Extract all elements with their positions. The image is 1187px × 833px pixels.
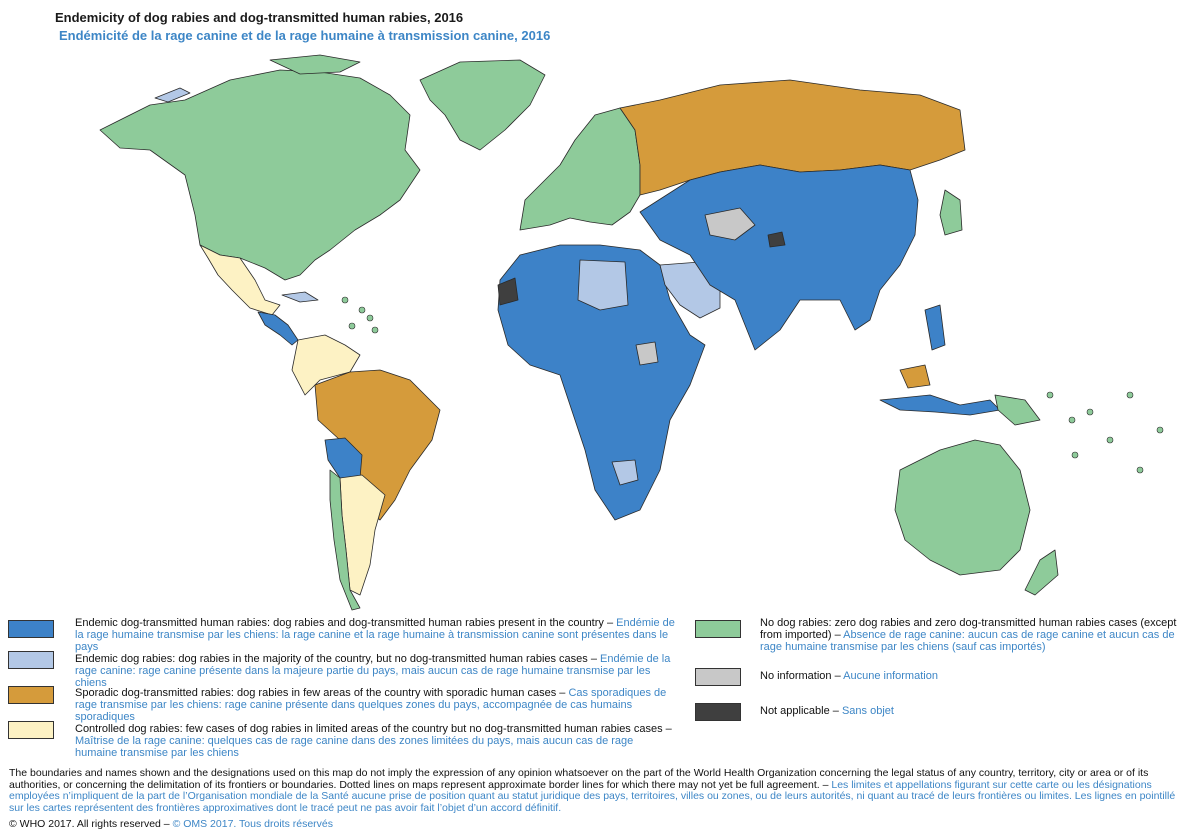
legend-item-endemic-dog: Endemic dog rabies: dog rabies in the ma…	[75, 653, 685, 689]
legend-fr: Absence de rage canine: aucun cas de rag…	[760, 629, 1175, 653]
region-mexico	[199, 244, 281, 316]
region-japan	[939, 189, 963, 236]
region-libya	[577, 259, 629, 311]
region-philippines	[924, 304, 946, 351]
legend-en: No information –	[760, 670, 844, 682]
region-chile	[329, 469, 361, 611]
legend-item-controlled: Controlled dog rabies: few cases of dog …	[75, 723, 675, 759]
region-europe	[519, 107, 641, 231]
legend-fr: Maîtrise de la rage canine: quelques cas…	[75, 735, 634, 759]
island-dot	[366, 314, 374, 322]
region-new-guinea	[994, 394, 1041, 426]
legend-en: Controlled dog rabies: few cases of dog …	[75, 723, 672, 735]
legend-en: Endemic dog rabies: dog rabies in the ma…	[75, 653, 601, 665]
island-dot	[341, 296, 349, 304]
region-central-asia-no-info	[704, 207, 756, 241]
legend-item-no-rabies: No dog rabies: zero dog rabies and zero …	[760, 617, 1185, 653]
island-dot	[1068, 416, 1076, 424]
region-borneo	[899, 364, 931, 389]
legend-fr: Endémie de la rage humaine transmise par…	[75, 617, 675, 653]
island-dot	[1071, 451, 1079, 459]
island-dot	[371, 326, 379, 334]
region-north-america	[99, 69, 421, 281]
region-southern-africa-endemic-dog	[611, 459, 639, 486]
legend-item-not-applicable: Not applicable – Sans objet	[760, 705, 1160, 717]
legend-fr: Cas sporadiques de rage transmise par le…	[75, 687, 667, 723]
island-dot	[1156, 426, 1164, 434]
region-alaska-island	[154, 87, 191, 103]
map-title: Endemicity of dog rabies and dog-transmi…	[55, 10, 464, 25]
copyright: © WHO 2017. All rights reserved – © OMS …	[9, 818, 333, 830]
region-east-africa-no-info	[635, 341, 659, 366]
legend-swatch-sporadic	[8, 686, 54, 704]
region-indonesia	[879, 394, 1001, 416]
legend-swatch-no-info	[695, 668, 741, 686]
legend-fr: Aucune information	[843, 670, 938, 682]
region-central-america	[257, 311, 299, 346]
island-dot	[348, 322, 356, 330]
region-asia	[639, 164, 919, 351]
legend-item-endemic-human: Endemic dog-transmitted human rabies: do…	[75, 617, 675, 653]
copyright-en: © WHO 2017. All rights reserved –	[9, 818, 173, 830]
disclaimer-fr: Les limites et appellations figurant sur…	[9, 778, 1176, 814]
legend-en: Endemic dog-transmitted human rabies: do…	[75, 617, 617, 629]
island-dot	[1046, 391, 1054, 399]
region-arctic-islands	[269, 54, 361, 75]
disclaimer-en: The boundaries and names shown and the d…	[9, 767, 1149, 791]
disclaimer: The boundaries and names shown and the d…	[9, 767, 1181, 814]
legend-item-sporadic: Sporadic dog-transmitted rabies: dog rab…	[75, 687, 685, 723]
legend-swatch-not-applicable	[695, 703, 741, 721]
region-western-sahara	[497, 277, 519, 306]
island-dot	[1106, 436, 1114, 444]
world-map	[99, 54, 1164, 611]
legend-item-no-info: No information – Aucune information	[760, 670, 1160, 682]
island-dot	[1086, 408, 1094, 416]
region-new-zealand	[1024, 549, 1059, 596]
map-subtitle: Endémicité de la rage canine et de la ra…	[59, 28, 551, 43]
legend-fr: Sans objet	[841, 705, 894, 717]
region-cuba	[281, 291, 319, 303]
region-africa	[497, 244, 706, 521]
legend-en: No dog rabies: zero dog rabies and zero …	[760, 617, 1177, 641]
island-dot	[1136, 466, 1144, 474]
region-australia	[894, 439, 1031, 576]
legend-swatch-no-rabies	[695, 620, 741, 638]
region-kashmir	[767, 231, 786, 248]
island-dot	[1126, 391, 1134, 399]
legend-swatch-endemic-dog	[8, 651, 54, 669]
island-dot	[358, 306, 366, 314]
legend-fr: Endémie de la rage canine: rage canine p…	[75, 653, 671, 689]
legend-en: Not applicable –	[760, 705, 842, 717]
copyright-fr: © OMS 2017. Tous droits réservés	[172, 818, 334, 830]
legend-en: Sporadic dog-transmitted rabies: dog rab…	[75, 687, 569, 699]
legend-swatch-endemic-human	[8, 620, 54, 638]
region-greenland	[419, 59, 546, 151]
legend-swatch-controlled	[8, 721, 54, 739]
